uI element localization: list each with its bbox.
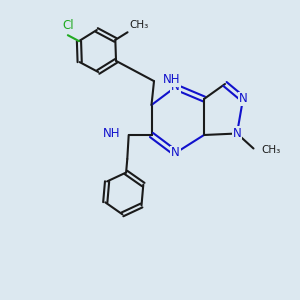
- Text: Cl: Cl: [62, 19, 74, 32]
- Text: CH₃: CH₃: [261, 145, 280, 155]
- Text: N: N: [171, 146, 180, 160]
- Text: CH₃: CH₃: [129, 20, 148, 30]
- Text: N: N: [238, 92, 247, 106]
- Text: NH: NH: [163, 73, 181, 86]
- Text: NH: NH: [103, 127, 120, 140]
- Text: N: N: [171, 80, 180, 94]
- Text: N: N: [232, 127, 242, 140]
